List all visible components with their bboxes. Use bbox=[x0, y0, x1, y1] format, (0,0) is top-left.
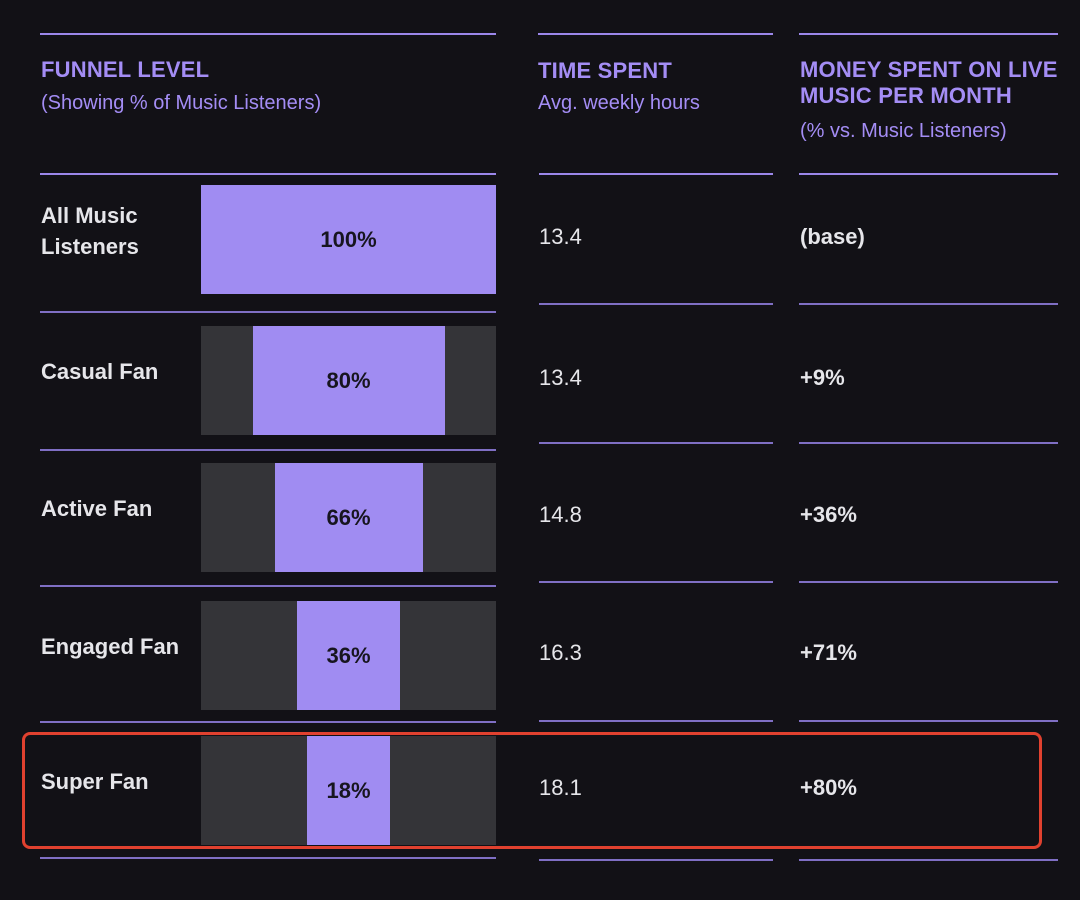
money-spent-value: +9% bbox=[800, 365, 845, 390]
funnel-bar-track: 18% bbox=[201, 736, 496, 845]
funnel-level-label-line1: Engaged Fan bbox=[41, 634, 180, 659]
funnel-level-label-line1: All Music bbox=[41, 203, 138, 228]
time-spent-value: 18.1 bbox=[539, 775, 582, 800]
time-spent-value: 14.8 bbox=[539, 502, 582, 527]
row-separator-col3 bbox=[799, 303, 1058, 305]
time-spent-header: TIME SPENT bbox=[538, 58, 673, 83]
funnel-level-label: Engaged Fan bbox=[41, 631, 201, 662]
funnel-bar-fill bbox=[253, 326, 445, 435]
row-separator-col2 bbox=[539, 303, 773, 305]
funnel-level-header: FUNNEL LEVEL bbox=[41, 57, 210, 82]
row-separator-col1 bbox=[40, 173, 496, 175]
row-separator-col1 bbox=[40, 311, 496, 313]
money-spent-header-line1: MONEY SPENT ON LIVE bbox=[800, 57, 1058, 82]
funnel-bar-value-label: 80% bbox=[326, 367, 371, 393]
funnel-level-subheader: (Showing % of Music Listeners) bbox=[41, 92, 322, 114]
row-separator-col3 bbox=[799, 859, 1058, 861]
row-separator-col1 bbox=[40, 585, 496, 587]
funnel-bar-fill bbox=[201, 185, 496, 294]
funnel-level-label-line1: Casual Fan bbox=[41, 359, 159, 384]
row-separator-col3 bbox=[799, 581, 1058, 583]
time-spent-value: 13.4 bbox=[539, 224, 582, 249]
funnel-level-label-line1: Active Fan bbox=[41, 496, 153, 521]
funnel-level-label: Super Fan bbox=[41, 766, 201, 797]
funnel-bar-fill bbox=[297, 601, 400, 710]
money-spent-value: +71% bbox=[800, 640, 857, 665]
funnel-bar-fill bbox=[307, 736, 390, 845]
row-separator-col1 bbox=[40, 857, 496, 859]
funnel-bar-value-label: 66% bbox=[326, 504, 371, 530]
super-fan-highlight-box bbox=[22, 732, 1042, 849]
money-spent-header-line2: MUSIC PER MONTH bbox=[800, 83, 1012, 108]
funnel-bar-track: 66% bbox=[201, 463, 496, 572]
funnel-level-label: Casual Fan bbox=[41, 356, 201, 387]
time-spent-value: 13.4 bbox=[539, 365, 582, 390]
funnel-bar-value-label: 18% bbox=[326, 777, 371, 803]
row-separator-col3 bbox=[799, 442, 1058, 444]
header-top-rule-col1 bbox=[40, 33, 496, 35]
funnel-level-label-line2: Listeners bbox=[41, 234, 139, 259]
header-top-rule-col3 bbox=[799, 33, 1058, 35]
funnel-level-label-line1: Super Fan bbox=[41, 769, 149, 794]
funnel-bar-track: 80% bbox=[201, 326, 496, 435]
money-spent-value: +80% bbox=[800, 775, 857, 800]
money-spent-subheader: (% vs. Music Listeners) bbox=[800, 120, 1007, 142]
row-separator-col2 bbox=[539, 173, 773, 175]
row-separator-col1 bbox=[40, 449, 496, 451]
funnel-bar-fill bbox=[275, 463, 423, 572]
row-separator-col2 bbox=[539, 442, 773, 444]
funnel-bar-value-label: 36% bbox=[326, 642, 371, 668]
time-spent-subheader: Avg. weekly hours bbox=[538, 92, 700, 114]
funnel-bar-value-label: 100% bbox=[320, 226, 377, 252]
time-spent-value: 16.3 bbox=[539, 640, 582, 665]
money-spent-value: (base) bbox=[800, 224, 865, 249]
funnel-bar-track: 36% bbox=[201, 601, 496, 710]
funnel-level-label: All Music Listeners bbox=[41, 200, 201, 262]
header-top-rule-col2 bbox=[538, 33, 773, 35]
row-separator-col1 bbox=[40, 721, 496, 723]
row-separator-col2 bbox=[539, 720, 773, 722]
row-separator-col2 bbox=[539, 581, 773, 583]
row-separator-col2 bbox=[539, 859, 773, 861]
money-spent-value: +36% bbox=[800, 502, 857, 527]
funnel-level-label: Active Fan bbox=[41, 493, 201, 524]
row-separator-col3 bbox=[799, 720, 1058, 722]
row-separator-col3 bbox=[799, 173, 1058, 175]
funnel-bar-track: 100% bbox=[201, 185, 496, 294]
